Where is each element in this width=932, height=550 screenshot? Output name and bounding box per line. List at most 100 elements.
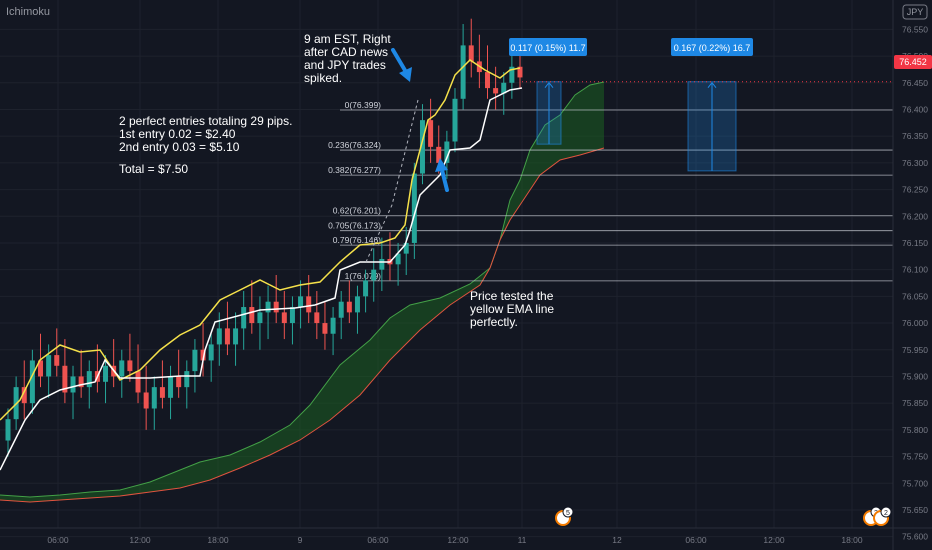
indicator-lines (0, 59, 893, 471)
candle-body (103, 365, 109, 382)
entries-note-total: Total = $7.50 (119, 162, 188, 176)
y-tick-label: 76.200 (902, 211, 928, 221)
x-tick-label: 18:00 (841, 535, 863, 545)
currency-badge[interactable]: JPY (902, 4, 928, 20)
candle-body (265, 301, 271, 313)
candle-body (257, 312, 263, 324)
measure-label-2-text: 0.167 (0.22%) 16.7 (674, 43, 751, 53)
y-tick-label: 76.400 (902, 104, 928, 114)
fib-level-label: 0.705(76.173) (328, 221, 381, 231)
news-note-line-3: and JPY trades (304, 58, 386, 72)
measure-arrow-head (544, 81, 554, 89)
y-tick-label: 76.050 (902, 291, 928, 301)
candle-body (411, 173, 417, 243)
candle-body (395, 253, 401, 265)
currency-badge-text: JPY (907, 7, 924, 17)
y-tick-label: 76.550 (902, 24, 928, 34)
candle-body (143, 392, 149, 409)
event-badge-3[interactable]: 2 (873, 506, 892, 526)
candle-body (192, 349, 198, 372)
candle-body (444, 141, 450, 163)
candle-body (363, 280, 369, 297)
candle-body (346, 301, 352, 313)
candle-body (460, 45, 466, 99)
y-tick-label: 75.900 (902, 371, 928, 381)
x-tick-label: 11 (518, 535, 527, 545)
fib-level-label: 0.79(76.146) (333, 235, 381, 245)
event-badge-1[interactable]: 5 (555, 506, 574, 526)
measure-label-1[interactable]: 0.117 (0.15%) 11.7 (509, 38, 587, 56)
candle-body (241, 307, 247, 329)
candle-body (484, 72, 490, 89)
price-range-measures[interactable] (536, 81, 737, 172)
candle-body (509, 66, 515, 83)
candle-body (127, 360, 133, 372)
y-tick-label: 75.850 (902, 398, 928, 408)
candle-body (330, 317, 336, 334)
candle-body (208, 344, 214, 361)
candle-body (436, 146, 442, 163)
news-note-line-2: after CAD news (304, 45, 388, 59)
candle-body (29, 360, 35, 404)
x-tick-label: 12:00 (763, 535, 785, 545)
candle-body (119, 360, 125, 377)
measure-label-1-text: 0.117 (0.15%) 11.7 (510, 43, 585, 53)
candle-body (233, 328, 239, 345)
candle-body (428, 120, 434, 147)
news-note-line-4: spiked. (304, 71, 342, 85)
fib-level-label: 0(76.399) (345, 100, 382, 110)
event-badge-1-count: 5 (566, 510, 570, 517)
entries-note-line-2: 1st entry 0.02 = $2.40 (119, 127, 236, 141)
candle-body (338, 301, 344, 318)
x-tick-label: 06:00 (47, 535, 69, 545)
y-tick-label: 75.750 (902, 452, 928, 462)
measure-arrow-head (707, 81, 717, 89)
x-tick-label: 12 (612, 535, 622, 545)
candle-body (176, 376, 182, 388)
y-tick-label: 76.450 (902, 78, 928, 88)
y-tick-label: 76.300 (902, 158, 928, 168)
candle-body (200, 349, 206, 361)
candle-body (216, 328, 222, 345)
measure-label-2[interactable]: 0.167 (0.22%) 16.7 (671, 38, 753, 56)
candle-body (38, 360, 44, 377)
candle-body (517, 66, 523, 78)
candle-body (168, 376, 174, 398)
indicator-title: Ichimoku (6, 6, 50, 18)
candle-body (135, 371, 141, 393)
x-tick-label: 12:00 (447, 535, 469, 545)
candle-body (371, 269, 377, 281)
y-tick-label: 75.800 (902, 425, 928, 435)
news-note-line-1: 9 am EST, Right (304, 32, 391, 46)
candle-body (281, 312, 287, 324)
fib-level-label: 1(76.079) (345, 271, 382, 281)
candle-body (70, 376, 76, 393)
candle-body (46, 355, 52, 377)
fib-level-label: 0.382(76.277) (328, 165, 381, 175)
candle-body (314, 312, 320, 324)
y-tick-label: 75.950 (902, 345, 928, 355)
candle-body (354, 296, 360, 313)
candle-body (419, 120, 425, 174)
senkou-span-b (0, 147, 605, 503)
candle-body (289, 307, 295, 324)
candle-body (78, 376, 84, 388)
x-tick-label: 18:00 (207, 535, 229, 545)
kijun-base-line-white (0, 87, 523, 471)
fibonacci-retracement[interactable]: 0(76.399) 0.236(76.324) 0.382(76.277) 0.62(… (328, 100, 893, 282)
candlestick-series (5, 18, 523, 457)
fib-level-label: 0.62(76.201) (333, 206, 381, 216)
candle-body (322, 323, 328, 334)
y-tick-label: 75.600 (902, 532, 928, 542)
entries-note-line-3: 2nd entry 0.03 = $5.10 (119, 140, 240, 154)
candle-body (493, 88, 499, 94)
candle-body (501, 82, 507, 94)
arrow-up-icon-head (435, 158, 448, 172)
y-tick-label: 76.350 (902, 131, 928, 141)
candle-body (151, 387, 157, 409)
event-badge-3-count: 2 (884, 510, 888, 517)
cloud-fill (0, 82, 604, 502)
